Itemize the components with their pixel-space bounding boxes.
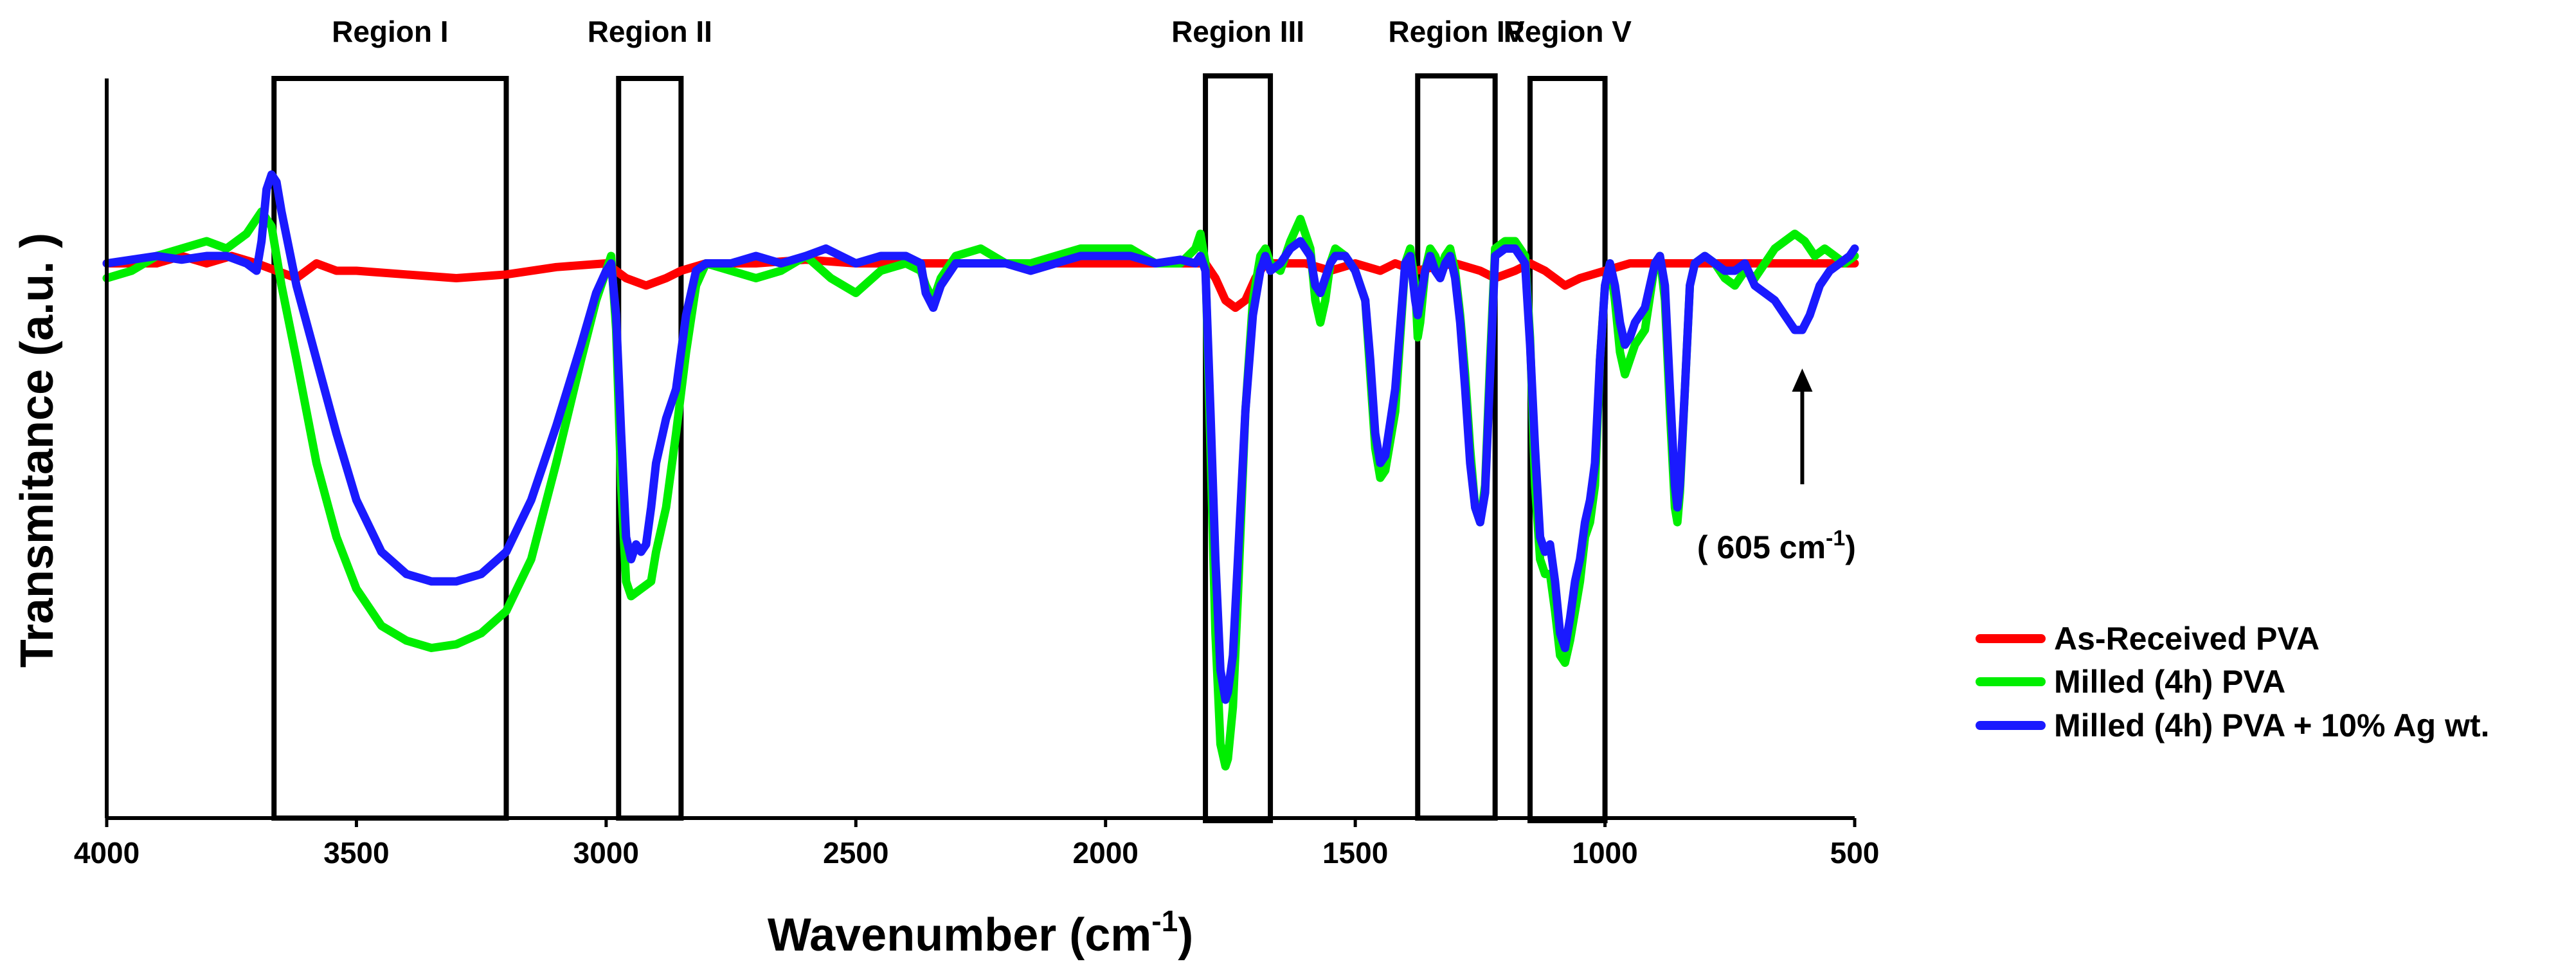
region-label-5: Region V: [1504, 15, 1632, 48]
x-tick-label-3500: 3500: [323, 836, 389, 870]
region-label-3: Region III: [1171, 15, 1304, 48]
x-tick-label-3000: 3000: [573, 836, 639, 870]
legend-label-1: As-Received PVA: [2054, 621, 2319, 657]
x-tick-label-1000: 1000: [1572, 836, 1637, 870]
region-box-3: [1203, 73, 1274, 823]
x-tick-label-2500: 2500: [823, 836, 888, 870]
series-lines: [102, 170, 1859, 770]
region-label-1: Region I: [332, 15, 448, 48]
x-axis-title: Wavenumber (cm-1): [768, 904, 1193, 961]
region-label-2: Region II: [588, 15, 712, 48]
x-axis-ticks: 4000 3500 3000 2500 2000 1500 1000 500: [74, 818, 1880, 870]
y-axis-title: Transmitance (a.u. ): [12, 233, 63, 668]
annotation-label: ( 605 cm-1): [1697, 526, 1856, 565]
x-tick-label-1500: 1500: [1322, 836, 1388, 870]
legend: As-Received PVA Milled (4h) PVA Milled (4h…: [1976, 621, 2489, 743]
series-line-3: [102, 170, 1859, 704]
x-tick-label-4000: 4000: [74, 836, 140, 870]
annotation-605: ( 605 cm-1): [1697, 369, 1856, 565]
region-label-4: Region IV: [1388, 15, 1524, 48]
region-boxes: Region I Region II Region III Region IVRegi…: [271, 15, 1632, 823]
legend-label-2: Milled (4h) PVA: [2054, 664, 2285, 700]
annotation-arrow-head: [1792, 369, 1813, 392]
legend-label-3: Milled (4h) PVA + 10% Ag wt.: [2054, 707, 2489, 743]
x-tick-label-2000: 2000: [1073, 836, 1139, 870]
region-box-1: [271, 76, 509, 821]
x-tick-label-500: 500: [1830, 836, 1880, 870]
